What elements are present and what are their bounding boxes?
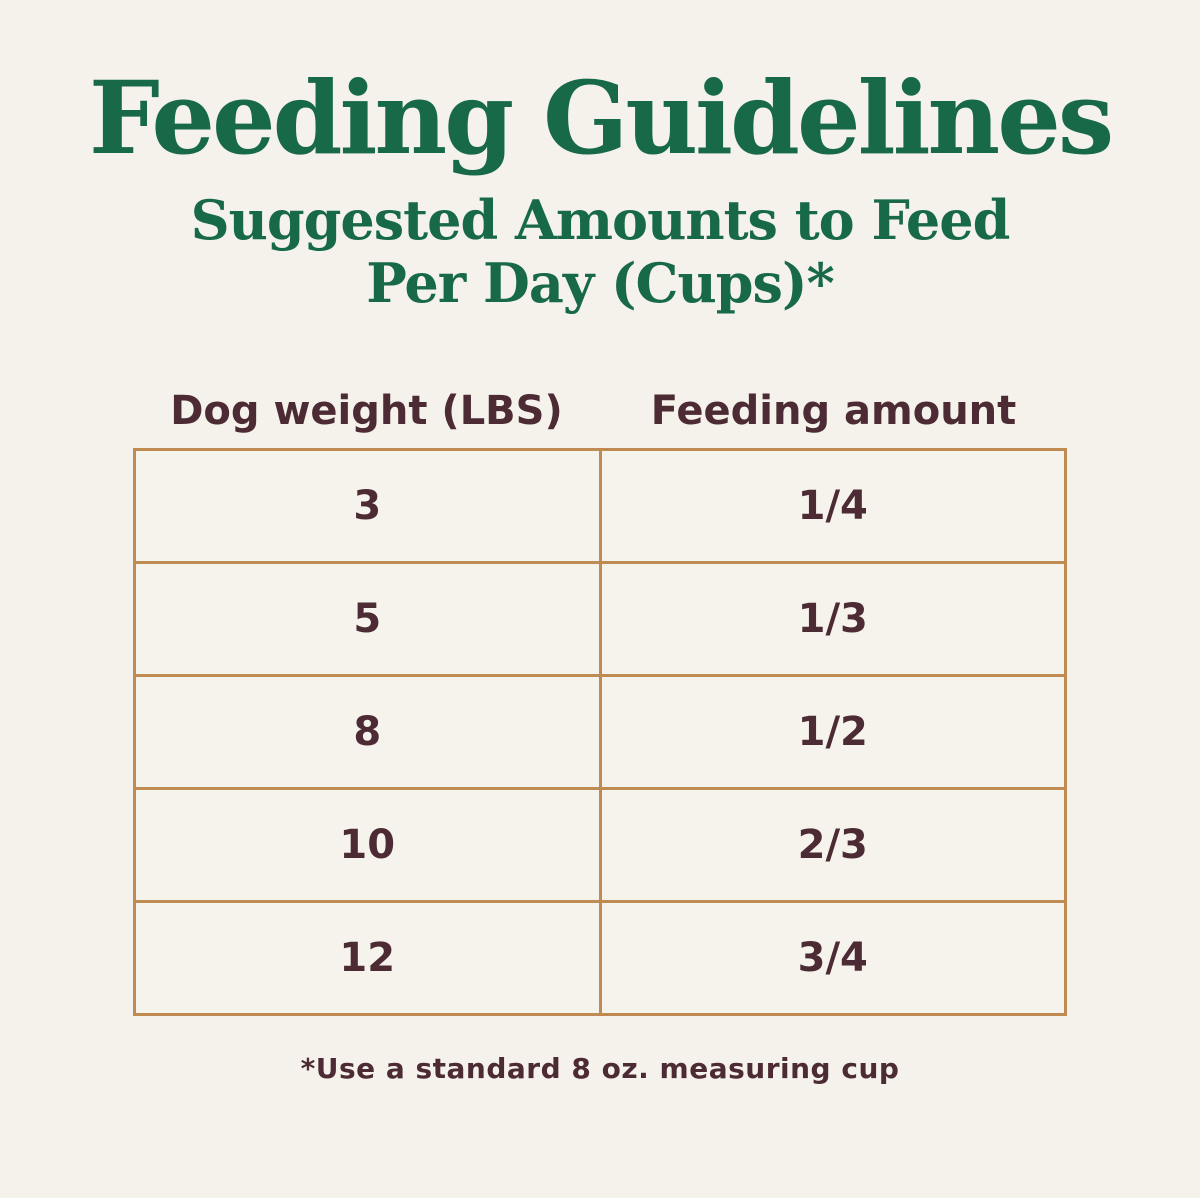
cell-dog-weight: 5 bbox=[133, 561, 602, 678]
cell-feeding-amount: 1/3 bbox=[598, 561, 1067, 678]
cell-feeding-amount: 1/2 bbox=[598, 674, 1067, 791]
page-title: Feeding Guidelines bbox=[88, 59, 1114, 177]
feeding-table-section: Dog weight (LBS) Feeding amount 3 1/4 5 … bbox=[133, 388, 1067, 1085]
table-row: 12 3/4 bbox=[133, 900, 1067, 1017]
cell-dog-weight: 12 bbox=[133, 900, 602, 1017]
table-row: 5 1/3 bbox=[133, 561, 1067, 678]
footnote: *Use a standard 8 oz. measuring cup bbox=[300, 1052, 900, 1086]
table-row: 8 1/2 bbox=[133, 674, 1067, 791]
page-subtitle-line-2: Per Day (Cups)* bbox=[366, 250, 834, 315]
cell-feeding-amount: 1/4 bbox=[598, 448, 1067, 565]
cell-feeding-amount: 2/3 bbox=[598, 787, 1067, 904]
feeding-table: 3 1/4 5 1/3 8 1/2 10 2/3 12 3/4 bbox=[133, 448, 1067, 1017]
page-subtitle-line-1: Suggested Amounts to Feed bbox=[190, 188, 1011, 252]
column-header-feeding-amount: Feeding amount bbox=[650, 388, 1017, 435]
cell-dog-weight: 8 bbox=[133, 674, 602, 791]
column-header-dog-weight: Dog weight (LBS) bbox=[170, 388, 563, 435]
cell-feeding-amount: 3/4 bbox=[598, 900, 1067, 1017]
table-column-headers: Dog weight (LBS) Feeding amount bbox=[133, 388, 1067, 434]
table-row: 3 1/4 bbox=[133, 448, 1067, 565]
cell-dog-weight: 3 bbox=[133, 448, 602, 565]
table-row: 10 2/3 bbox=[133, 787, 1067, 904]
page-subtitle: Suggested Amounts to Feed Per Day (Cups)* bbox=[0, 171, 1200, 314]
cell-dog-weight: 10 bbox=[133, 787, 602, 904]
